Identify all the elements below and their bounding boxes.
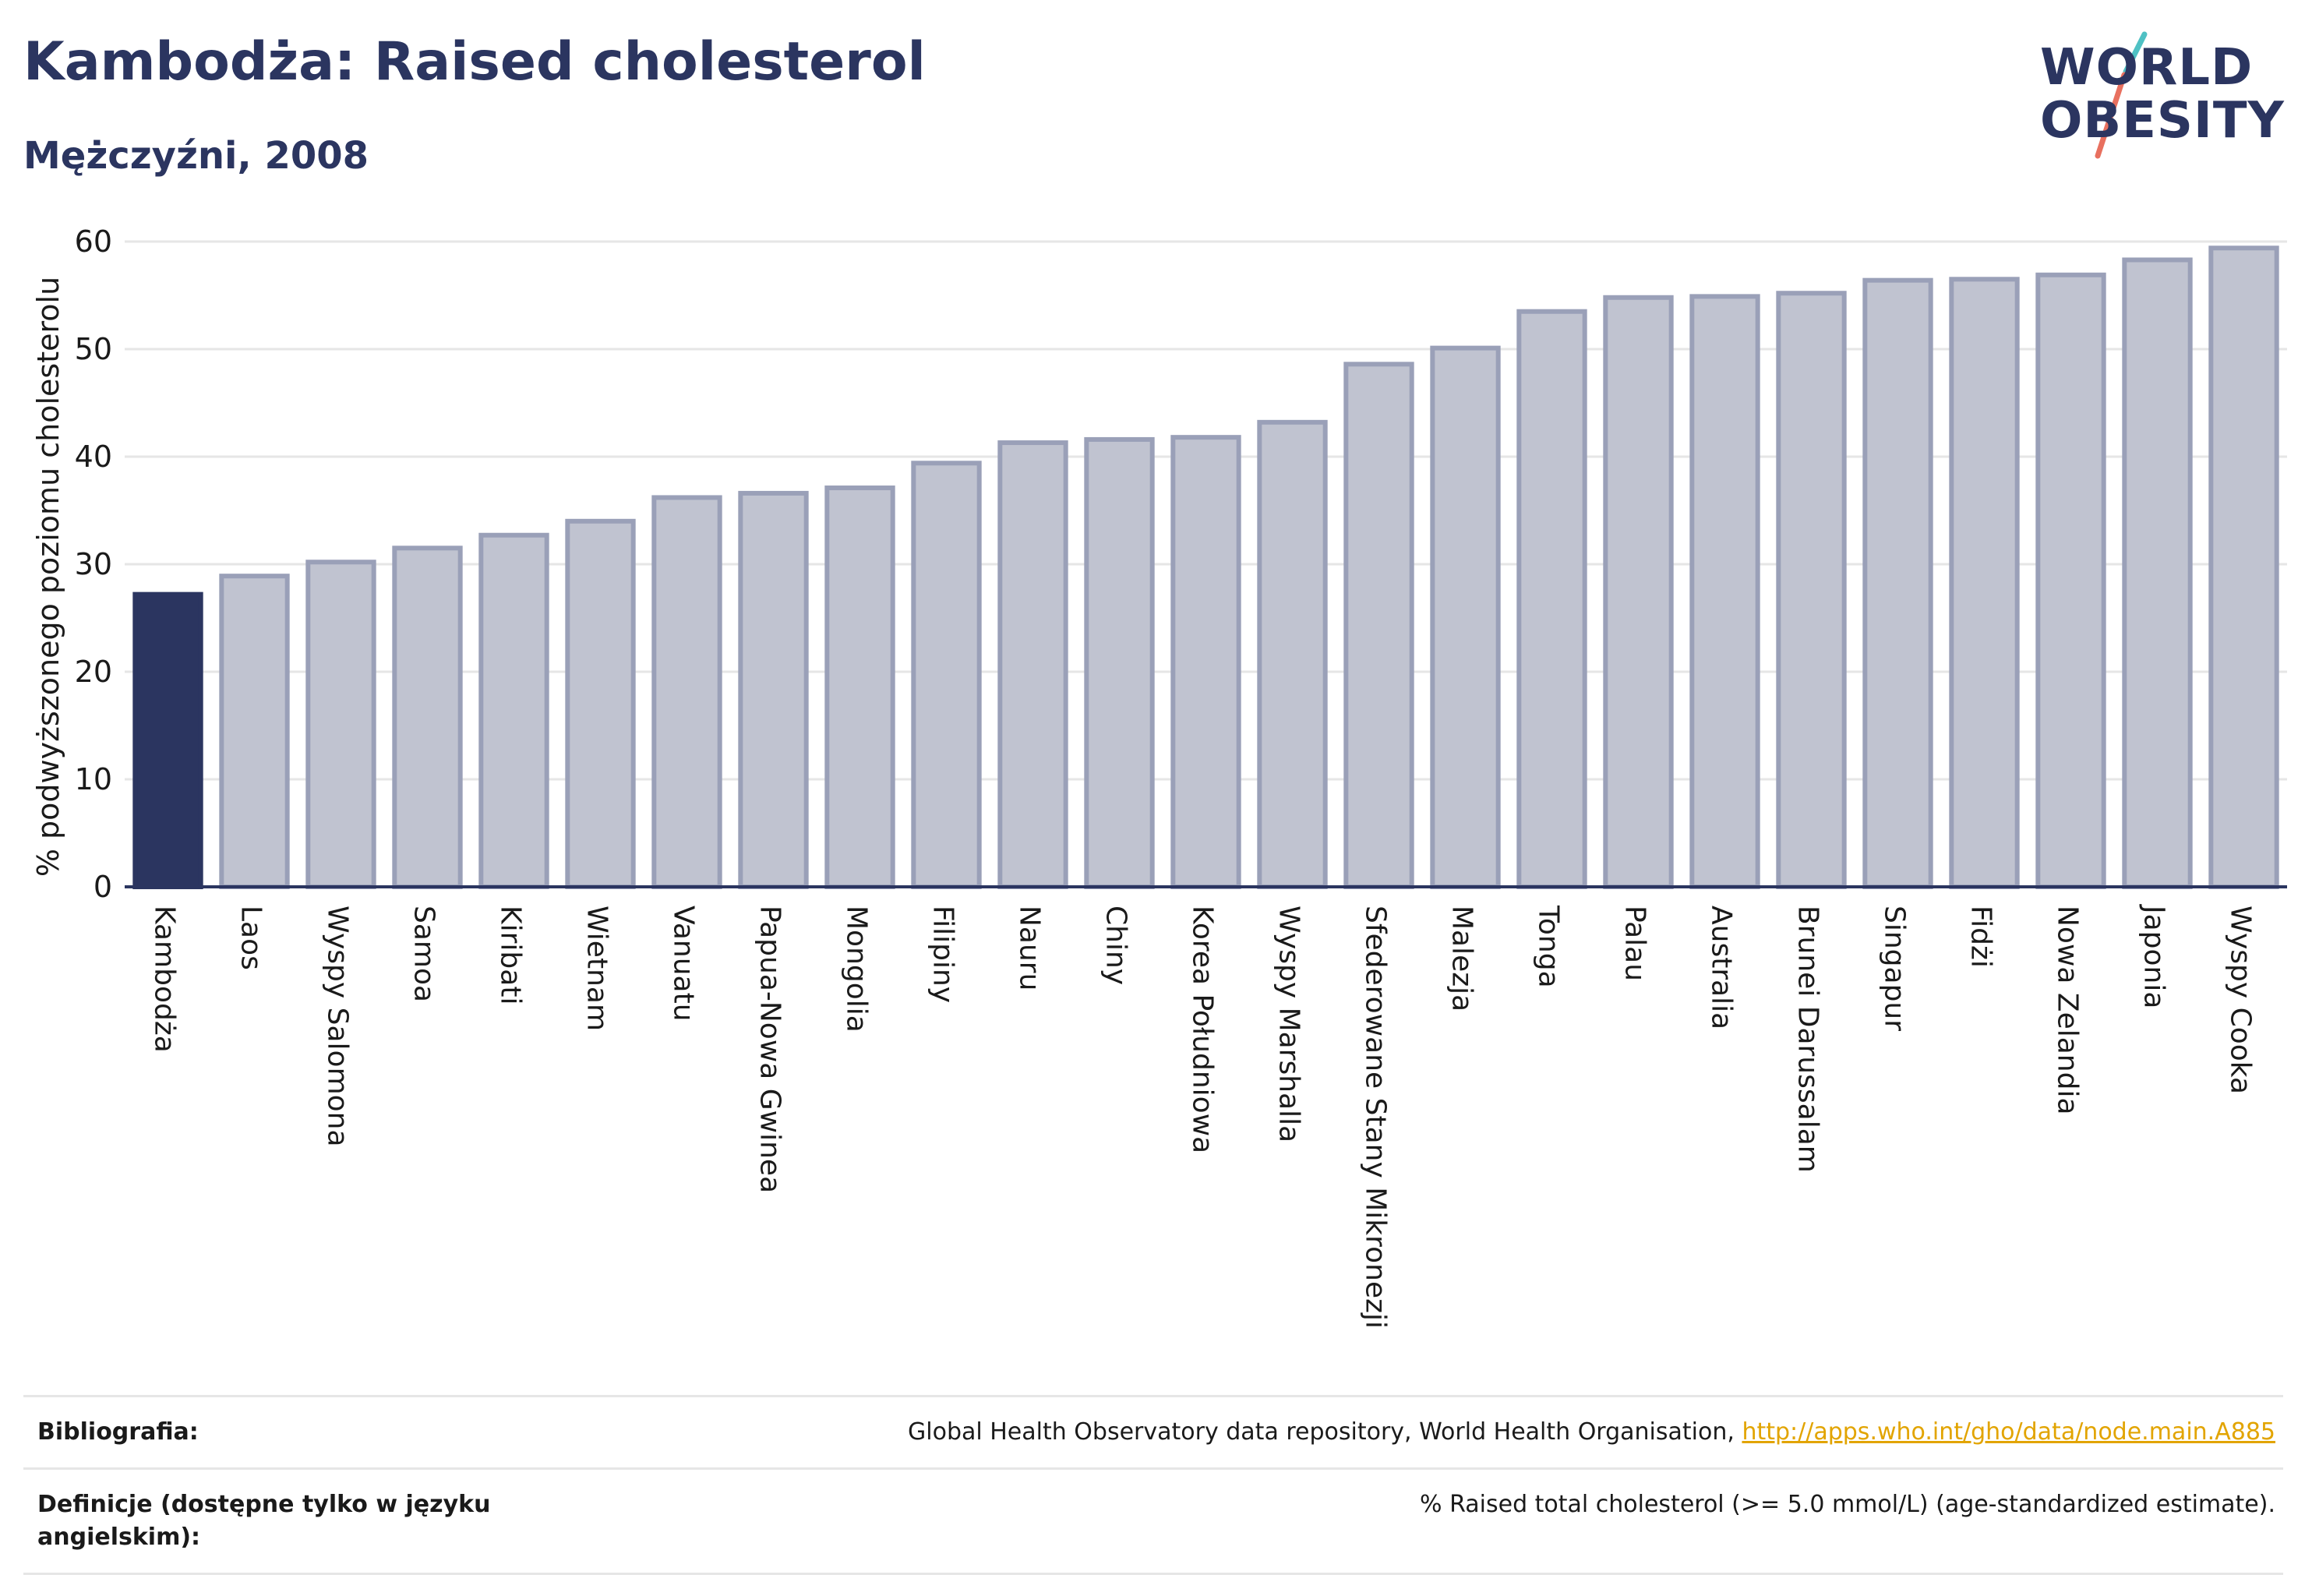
x-tick-label: Mongolia	[841, 906, 873, 1033]
bar-vanuatu	[651, 495, 722, 889]
bar-sfederowane-stany-mikronezji	[1343, 362, 1414, 889]
logo-text-obesity: OBESITY	[2040, 92, 2285, 150]
y-tick-label: 10	[75, 762, 112, 796]
y-tick-label: 20	[75, 655, 112, 689]
bar-nauru	[997, 440, 1068, 889]
bar-chart: 0 10 20 30 40 50 60 Kambodża Laos Wyspy Salomona S…	[75, 224, 2287, 1329]
x-tick-label: Filipiny	[927, 906, 959, 1003]
x-tick-label: Chiny	[1100, 906, 1132, 985]
bar-korea-po-udniowa	[1170, 435, 1241, 890]
footer-value: Global Health Observatory data repositor…	[908, 1416, 2275, 1449]
bar-samoa	[392, 546, 463, 889]
x-tick-label: Fidżi	[1965, 906, 1997, 968]
source-link[interactable]: http://apps.who.int/gho/data/node.main.A…	[1742, 1418, 2275, 1446]
y-tick-label: 30	[75, 547, 112, 581]
bar-wyspy-salomona	[305, 560, 376, 889]
footer-row-bibliography: Bibliografia: Global Health Observatory …	[23, 1395, 2283, 1467]
logo-slash-icon	[2095, 31, 2148, 159]
x-tick-label: Samoa	[408, 906, 440, 1002]
logo-text-world: WORLD	[2040, 39, 2254, 97]
y-tick-label: 0	[94, 870, 112, 904]
bar-chiny	[1084, 436, 1155, 890]
x-tick-label: Papua-Nowa Gwinea	[754, 906, 786, 1193]
x-tick-label: Wietnam	[581, 906, 613, 1031]
chart-subtitle: Mężczyźni, 2008	[23, 134, 369, 178]
bar-mongolia	[824, 486, 895, 889]
x-tick-label: Kambodża	[149, 906, 181, 1053]
footer-label: Bibliografia:	[37, 1418, 199, 1446]
bar-papua-nowa-gwinea	[738, 490, 809, 889]
tick-labels: 0 10 20 30 40 50 60 Kambodża Laos Wyspy Salomona S…	[75, 224, 2257, 1329]
y-tick-label: 60	[75, 224, 112, 259]
bar-australia	[1689, 294, 1760, 889]
bars	[132, 245, 2279, 890]
x-tick-label: Malezja	[1446, 906, 1478, 1012]
footer-row-definitions: Definicje (dostępne tylko w języku angie…	[23, 1467, 2283, 1575]
footer-label: Definicje (dostępne tylko w języku angie…	[37, 1491, 491, 1551]
bar-kiribati	[478, 532, 549, 889]
bar-brunei-darussalam	[1776, 291, 1847, 890]
x-tick-label: Wyspy Marshalla	[1273, 906, 1305, 1142]
x-tick-label: Laos	[235, 906, 267, 970]
bar-wietnam	[565, 518, 636, 889]
x-tick-label: Nowa Zelandia	[2052, 906, 2084, 1115]
x-tick-label: Palau	[1619, 906, 1651, 981]
bar-fid-i	[1949, 277, 2020, 890]
bar-kambod-a	[132, 591, 203, 889]
source-text: Global Health Observatory data repositor…	[908, 1418, 1742, 1446]
bar-wyspy-marshalla	[1257, 419, 1328, 889]
x-tick-label: Australia	[1706, 906, 1738, 1029]
bar-singapur	[1862, 277, 1933, 890]
bar-nowa-zelandia	[2035, 272, 2106, 889]
y-tick-label: 40	[75, 440, 112, 474]
bar-laos	[219, 574, 290, 889]
x-tick-label: Nauru	[1014, 906, 1046, 990]
x-tick-label: Korea Południowa	[1187, 906, 1219, 1153]
bar-filipiny	[911, 461, 982, 889]
y-tick-label: 50	[75, 332, 112, 366]
x-tick-label: Vanuatu	[668, 906, 700, 1022]
x-tick-label: Wyspy Cooka	[2225, 906, 2257, 1094]
world-obesity-logo: WORLD OBESITY	[2026, 23, 2291, 164]
x-tick-label: Brunei Darussalam	[1792, 906, 1824, 1173]
x-tick-label: Sfederowane Stany Mikronezji	[1360, 906, 1392, 1329]
x-tick-label: Japonia	[2138, 904, 2170, 1008]
footer-value: % Raised total cholesterol (>= 5.0 mmol/…	[1420, 1491, 2275, 1518]
x-tick-label: Wyspy Salomona	[322, 906, 354, 1147]
bar-palau	[1603, 295, 1674, 889]
footer-table: Bibliografia: Global Health Observatory …	[23, 1395, 2283, 1575]
bar-tonga	[1516, 309, 1587, 889]
bar-japonia	[2122, 257, 2193, 889]
x-tick-label: Tonga	[1533, 905, 1565, 988]
chart-title: Kambodża: Raised cholesterol	[23, 31, 926, 93]
x-tick-label: Singapur	[1879, 906, 1911, 1031]
bar-malezja	[1430, 345, 1501, 889]
bar-wyspy-cooka	[2208, 245, 2279, 889]
x-tick-label: Kiribati	[495, 906, 527, 1005]
